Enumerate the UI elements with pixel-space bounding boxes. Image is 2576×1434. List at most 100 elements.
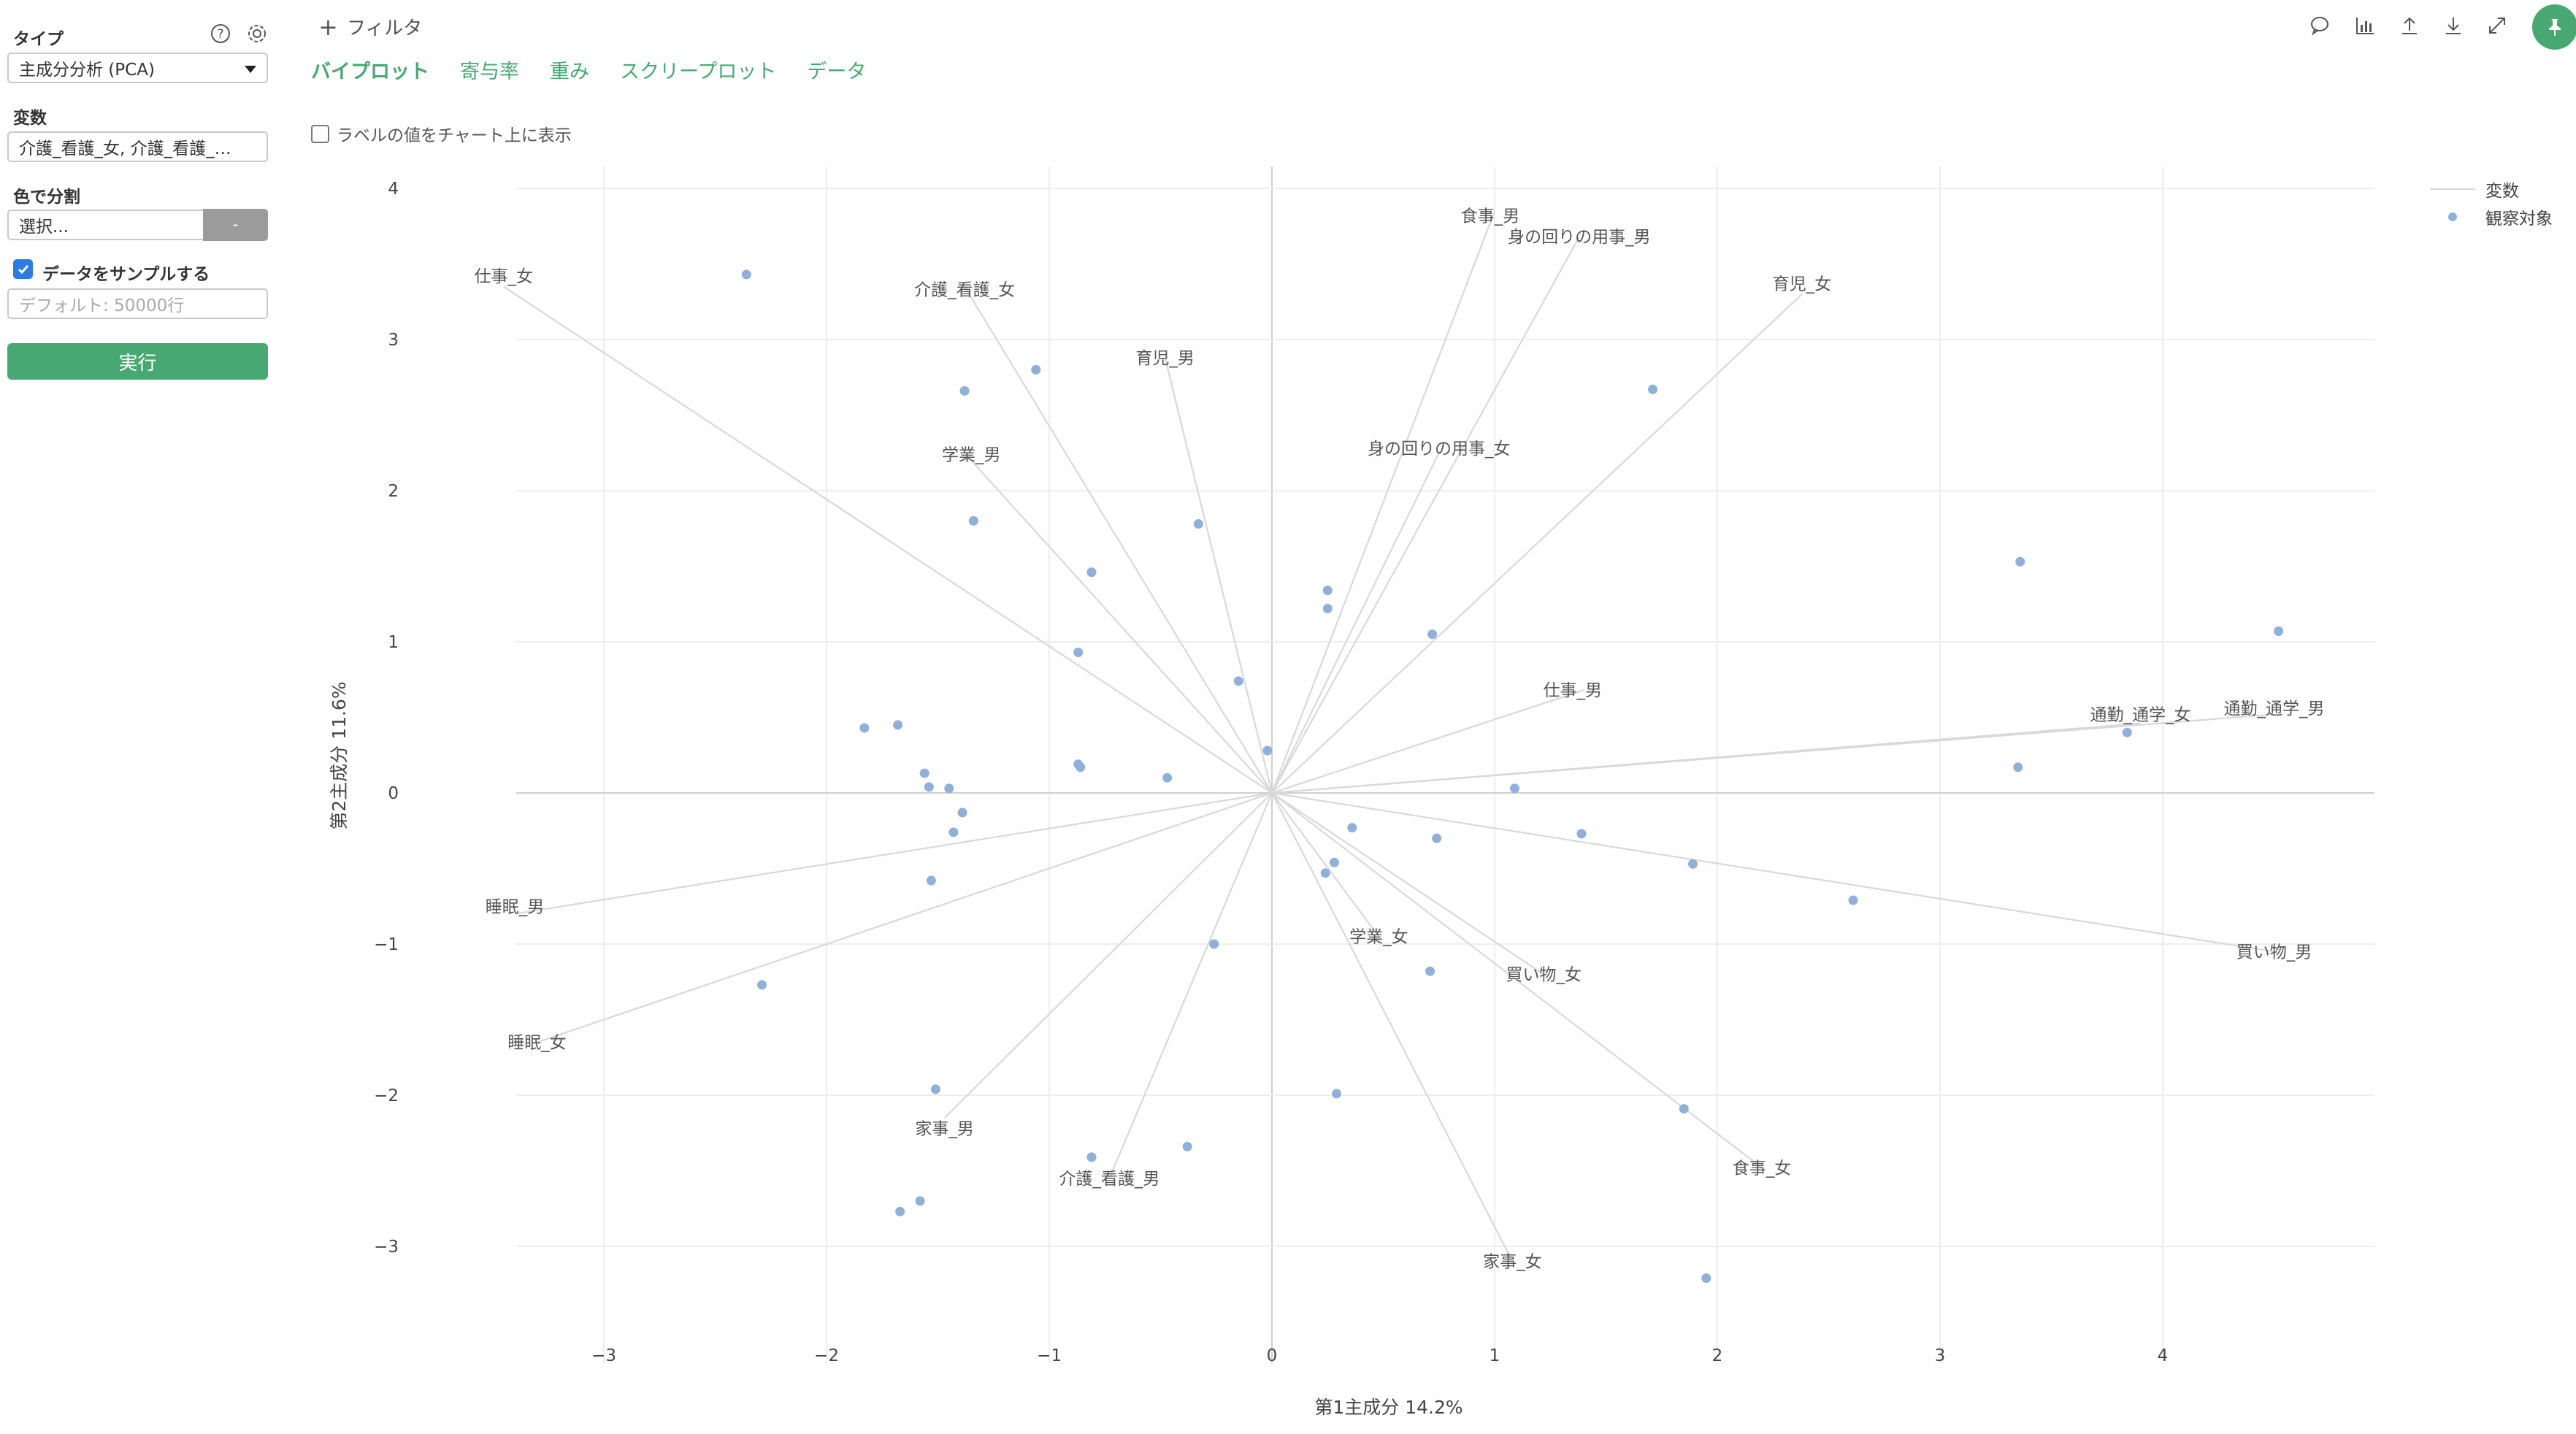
variable-label: 買い物_女: [1506, 965, 1582, 984]
variable-label: 食事_女: [1733, 1159, 1792, 1178]
legend-item-observations[interactable]: 観察対象: [2429, 203, 2553, 231]
variable-vector: [1271, 294, 1803, 794]
observation-point[interactable]: [1425, 966, 1435, 976]
observation-point[interactable]: [2015, 556, 2025, 567]
observation-point[interactable]: [944, 783, 954, 794]
variable-vector: [1271, 792, 1380, 938]
filter-button[interactable]: + フィルタ: [318, 13, 422, 40]
comment-icon[interactable]: [2307, 13, 2332, 38]
observation-point[interactable]: [893, 720, 903, 730]
tab-scree-plot[interactable]: スクリープロット: [620, 61, 777, 83]
variables-value: 介護_看護_女, 介護_看護_…: [19, 139, 231, 158]
color-split-select[interactable]: 選択...: [7, 210, 206, 240]
observation-point[interactable]: [1347, 823, 1357, 833]
observation-point[interactable]: [919, 768, 929, 778]
x-tick-label: −1: [1037, 1346, 1062, 1365]
observation-point[interactable]: [2274, 626, 2284, 637]
run-button[interactable]: 実行: [7, 343, 268, 380]
legend-item-variables[interactable]: 変数: [2429, 175, 2553, 203]
observation-point[interactable]: [1193, 519, 1203, 529]
observation-point[interactable]: [1031, 364, 1041, 375]
observation-point[interactable]: [959, 386, 970, 396]
chevron-down-icon: [245, 66, 256, 73]
observation-point[interactable]: [1576, 829, 1587, 839]
observation-point[interactable]: [859, 723, 870, 733]
color-split-clear-button[interactable]: -: [203, 209, 268, 241]
variable-vector: [1271, 792, 1544, 975]
x-tick-label: 3: [1935, 1346, 1946, 1365]
observation-point[interactable]: [930, 1084, 940, 1094]
observation-point[interactable]: [1073, 647, 1084, 657]
observation-point[interactable]: [948, 827, 959, 837]
observation-point[interactable]: [957, 808, 967, 818]
observation-point[interactable]: [926, 875, 936, 886]
observation-point[interactable]: [1322, 603, 1333, 613]
observation-point[interactable]: [741, 269, 751, 280]
y-tick-label: −3: [374, 1238, 399, 1257]
variables-field[interactable]: 介護_看護_女, 介護_看護_…: [7, 131, 268, 162]
x-tick-label: 0: [1267, 1346, 1278, 1365]
observation-point[interactable]: [1086, 567, 1097, 578]
variable-vector: [1164, 357, 1273, 794]
variable-labels: 仕事_女介護_看護_女育児_男学業_男 食事_男身の回りの用事_男育児_女身の回り…: [475, 207, 2325, 1271]
sample-size-placeholder: デフォルト: 50000行: [19, 296, 185, 315]
y-tick-label: 1: [388, 633, 399, 652]
observation-point[interactable]: [1162, 772, 1173, 783]
variable-label: 買い物_男: [2236, 943, 2312, 962]
variable-vector: [1271, 452, 1440, 794]
variable-vectors: [503, 210, 2274, 1262]
observation-point[interactable]: [1679, 1104, 1689, 1114]
variable-label: 学業_女: [1349, 928, 1408, 947]
observation-point[interactable]: [924, 782, 934, 792]
observation-point[interactable]: [1848, 895, 1858, 905]
observation-points: [741, 269, 2284, 1283]
pin-button[interactable]: [2532, 4, 2576, 50]
tab-data[interactable]: データ: [807, 61, 867, 83]
chart-icon[interactable]: [2353, 13, 2377, 38]
upload-icon[interactable]: [2397, 13, 2422, 38]
gear-icon[interactable]: [245, 22, 269, 45]
observation-point[interactable]: [1086, 1152, 1097, 1162]
observation-point[interactable]: [1262, 745, 1273, 756]
y-tick-label: 3: [388, 331, 399, 350]
observation-point[interactable]: [1322, 586, 1333, 596]
observation-point[interactable]: [1432, 833, 1442, 843]
observation-point[interactable]: [2013, 762, 2023, 772]
observation-point[interactable]: [1427, 629, 1438, 640]
help-icon[interactable]: ?: [209, 22, 232, 45]
tab-biplot[interactable]: バイプロット: [311, 61, 429, 83]
observation-point[interactable]: [2122, 727, 2132, 737]
download-icon[interactable]: [2441, 13, 2466, 38]
sample-size-input[interactable]: デフォルト: 50000行: [7, 288, 268, 319]
tab-contribution[interactable]: 寄与率: [460, 61, 519, 83]
observation-point[interactable]: [1331, 1089, 1341, 1099]
variable-label: 通勤_通学_女: [2090, 705, 2191, 724]
expand-icon[interactable]: [2485, 13, 2510, 38]
observation-point[interactable]: [1648, 384, 1658, 394]
variable-label: 身の回りの用事_女: [1368, 440, 1511, 459]
y-tick-label: −1: [374, 935, 399, 954]
observation-point[interactable]: [1701, 1273, 1711, 1283]
sample-checkbox[interactable]: [13, 259, 33, 279]
observation-point[interactable]: [1509, 783, 1519, 794]
observation-point[interactable]: [757, 980, 767, 990]
x-tick-label: −2: [814, 1346, 839, 1365]
legend-label-observations: 観察対象: [2485, 210, 2553, 229]
observation-point[interactable]: [1687, 859, 1698, 869]
type-select[interactable]: 主成分分析 (PCA): [7, 53, 268, 83]
observation-point[interactable]: [1209, 939, 1219, 949]
observation-point[interactable]: [1329, 857, 1339, 867]
observation-point[interactable]: [968, 515, 978, 526]
variable-label: 通勤_通学_男: [2224, 699, 2325, 718]
observation-point[interactable]: [915, 1196, 925, 1206]
variable-vector: [537, 791, 1273, 1043]
show-labels-toggle[interactable]: ラベルの値をチャート上に表示: [311, 121, 572, 146]
observation-point[interactable]: [1182, 1141, 1192, 1151]
observation-point[interactable]: [1233, 676, 1243, 686]
show-labels-checkbox[interactable]: [311, 124, 329, 143]
observation-point[interactable]: [895, 1206, 905, 1216]
tab-weights[interactable]: 重み: [550, 61, 589, 83]
observation-point[interactable]: [1320, 868, 1330, 878]
observation-point[interactable]: [1076, 762, 1086, 772]
variable-vector: [503, 285, 1273, 794]
